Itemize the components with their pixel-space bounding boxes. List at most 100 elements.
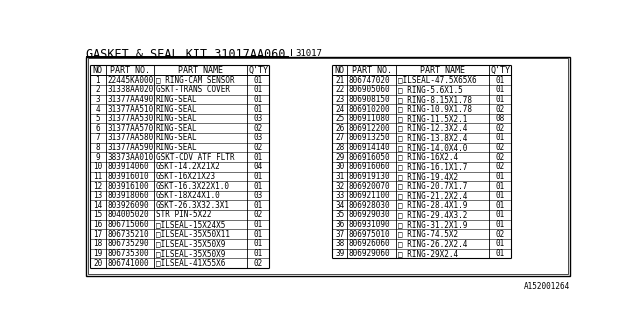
Text: □ RING-31.2X1.9: □ RING-31.2X1.9: [397, 220, 467, 229]
Text: 38: 38: [335, 239, 344, 248]
Text: 02: 02: [495, 162, 505, 171]
Text: 36: 36: [335, 220, 344, 229]
Text: 8: 8: [95, 143, 100, 152]
Text: 01: 01: [253, 230, 263, 239]
Text: □ RING-74.5X2: □ RING-74.5X2: [397, 230, 458, 239]
Text: 08: 08: [495, 114, 505, 123]
Text: GSKT-14.2X21X2: GSKT-14.2X21X2: [156, 162, 221, 171]
Text: 11: 11: [93, 172, 102, 181]
Text: PART NO.: PART NO.: [352, 66, 392, 75]
Text: 01: 01: [253, 76, 263, 85]
Text: 26: 26: [335, 124, 344, 133]
Text: RING-SEAL: RING-SEAL: [156, 105, 198, 114]
Text: 02: 02: [495, 105, 505, 114]
Text: 37: 37: [335, 230, 344, 239]
Text: 02: 02: [495, 230, 505, 239]
Text: □ RING-8.15X1.78: □ RING-8.15X1.78: [397, 95, 472, 104]
Text: 03: 03: [253, 191, 263, 200]
Text: 01: 01: [253, 220, 263, 229]
Text: 01: 01: [253, 239, 263, 248]
Text: 806919130: 806919130: [349, 172, 390, 181]
Text: 01: 01: [495, 85, 505, 94]
Text: Q'TY: Q'TY: [248, 66, 268, 75]
Text: 9: 9: [95, 153, 100, 162]
Text: 22: 22: [335, 85, 344, 94]
Text: 04: 04: [253, 162, 263, 171]
Text: 16: 16: [93, 220, 102, 229]
Text: 806741000: 806741000: [107, 259, 148, 268]
Text: 25: 25: [335, 114, 344, 123]
Text: GSKT-16.3X22X1.0: GSKT-16.3X22X1.0: [156, 181, 230, 190]
Text: 27: 27: [335, 133, 344, 142]
Text: 806916050: 806916050: [349, 153, 390, 162]
Text: 806911080: 806911080: [349, 114, 390, 123]
Text: 01: 01: [495, 76, 505, 85]
Text: 806908150: 806908150: [349, 95, 390, 104]
Text: 4: 4: [95, 105, 100, 114]
Text: □ RING-5.6X1.5: □ RING-5.6X1.5: [397, 85, 463, 94]
Text: 31377AA590: 31377AA590: [107, 143, 154, 152]
Text: □ RING-29X2.4: □ RING-29X2.4: [397, 249, 458, 258]
Text: 01: 01: [253, 153, 263, 162]
Text: 806905060: 806905060: [349, 85, 390, 94]
Text: 15: 15: [93, 211, 102, 220]
Text: 02: 02: [495, 124, 505, 133]
Text: 806715060: 806715060: [107, 220, 148, 229]
Text: 01: 01: [253, 85, 263, 94]
Text: 806920070: 806920070: [349, 181, 390, 190]
Text: 806914140: 806914140: [349, 143, 390, 152]
Text: 22445KA000: 22445KA000: [107, 76, 154, 85]
Text: 10: 10: [93, 162, 102, 171]
Text: □ILSEAL-35X50X9: □ILSEAL-35X50X9: [156, 239, 225, 248]
Text: 14: 14: [93, 201, 102, 210]
Text: 02: 02: [495, 143, 505, 152]
Text: 01: 01: [495, 220, 505, 229]
Text: RING-SEAL: RING-SEAL: [156, 95, 198, 104]
Text: 17: 17: [93, 230, 102, 239]
Text: 01: 01: [495, 181, 505, 190]
Text: 806929060: 806929060: [349, 249, 390, 258]
Text: 803918060: 803918060: [107, 191, 148, 200]
Text: 01: 01: [253, 201, 263, 210]
Text: PART NAME: PART NAME: [179, 66, 223, 75]
Text: 21: 21: [335, 76, 344, 85]
Text: RING-SEAL: RING-SEAL: [156, 143, 198, 152]
Text: 12: 12: [93, 181, 102, 190]
Text: 23: 23: [335, 95, 344, 104]
Text: RING-SEAL: RING-SEAL: [156, 133, 198, 142]
Text: 01: 01: [495, 133, 505, 142]
Text: 29: 29: [335, 153, 344, 162]
Text: □ RING-20.7X1.7: □ RING-20.7X1.7: [397, 181, 467, 190]
Text: □ RING-21.2X2.4: □ RING-21.2X2.4: [397, 191, 467, 200]
Text: 806910200: 806910200: [349, 105, 390, 114]
Text: PART NAME: PART NAME: [420, 66, 465, 75]
Text: 31377AA570: 31377AA570: [107, 124, 154, 133]
Text: □ILSEAL-41X55X6: □ILSEAL-41X55X6: [156, 259, 225, 268]
Text: 31017: 31017: [296, 49, 323, 58]
Text: 03: 03: [253, 133, 263, 142]
Text: □ RING-14.0X4.0: □ RING-14.0X4.0: [397, 143, 467, 152]
Text: □ RING-10.9X1.78: □ RING-10.9X1.78: [397, 105, 472, 114]
Text: 804005020: 804005020: [107, 211, 148, 220]
Text: 31377AA580: 31377AA580: [107, 133, 154, 142]
Text: 806735300: 806735300: [107, 249, 148, 258]
Text: 803916100: 803916100: [107, 181, 148, 190]
Text: 28: 28: [335, 143, 344, 152]
Text: 01: 01: [495, 239, 505, 248]
Text: 02: 02: [253, 124, 263, 133]
Text: 02: 02: [253, 259, 263, 268]
Text: PART NO.: PART NO.: [110, 66, 150, 75]
Text: 806928030: 806928030: [349, 201, 390, 210]
Text: 806747020: 806747020: [349, 76, 390, 85]
Text: 19: 19: [93, 249, 102, 258]
Text: 5: 5: [95, 114, 100, 123]
Text: □ RING-29.4X3.2: □ RING-29.4X3.2: [397, 211, 467, 220]
Text: 31: 31: [335, 172, 344, 181]
Text: 32: 32: [335, 181, 344, 190]
Text: 02: 02: [253, 143, 263, 152]
Text: 34: 34: [335, 201, 344, 210]
Text: 31377AA530: 31377AA530: [107, 114, 154, 123]
Text: 803926090: 803926090: [107, 201, 148, 210]
Text: □ RING-19.4X2: □ RING-19.4X2: [397, 172, 458, 181]
Text: 803916010: 803916010: [107, 172, 148, 181]
